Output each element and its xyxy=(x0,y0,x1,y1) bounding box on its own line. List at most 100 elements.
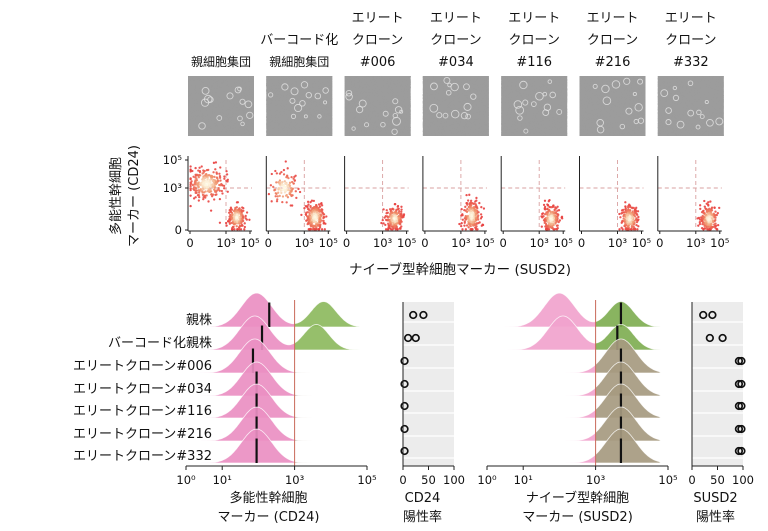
scatter-point xyxy=(397,222,400,225)
scatter-point xyxy=(237,215,240,218)
scatter-point xyxy=(319,205,322,208)
scatter-point xyxy=(699,204,702,207)
cell-outline xyxy=(200,98,210,107)
scatter-point xyxy=(210,193,213,196)
scatter-point xyxy=(388,225,391,228)
scatter-point xyxy=(194,189,197,192)
scatter-point xyxy=(223,177,226,180)
scatter-point xyxy=(709,210,712,213)
cell-outline xyxy=(601,84,610,94)
scatter-point xyxy=(465,215,468,218)
scatter-point xyxy=(396,212,399,215)
scatter-point xyxy=(467,199,470,202)
scatter-point xyxy=(222,184,226,188)
scatter-point xyxy=(710,222,713,226)
cell-outline xyxy=(294,103,303,113)
scatter-point xyxy=(548,226,552,229)
cell-outline xyxy=(619,123,626,130)
scatter-point xyxy=(306,222,309,226)
scatter-point xyxy=(280,191,283,195)
scatter-point xyxy=(320,204,324,207)
scatter-point xyxy=(197,199,200,202)
scatter-point xyxy=(704,213,708,216)
scatter-point xyxy=(284,188,287,192)
scatter-point xyxy=(466,207,469,211)
cell-outline xyxy=(665,119,672,126)
scatter-point xyxy=(248,218,251,221)
scatter-point xyxy=(207,182,211,185)
scatter-point xyxy=(717,223,720,227)
scatter-point xyxy=(202,181,205,184)
scatter-point xyxy=(210,175,213,178)
ridge-outline xyxy=(494,383,662,419)
dot-x-label: 陽性率 xyxy=(696,509,735,525)
rate-dot xyxy=(699,310,708,320)
scatter-point xyxy=(240,217,243,221)
scatter-point xyxy=(320,210,323,213)
scatter-point xyxy=(398,227,401,230)
scatter-point xyxy=(709,220,712,224)
scatter-point xyxy=(548,208,551,212)
row-label-3: エリートクローン#034 xyxy=(73,382,212,397)
scatter-point xyxy=(400,210,403,213)
scatter-point xyxy=(313,220,317,224)
cell-outline xyxy=(699,114,705,120)
scatter-point xyxy=(202,179,206,182)
scatter-point xyxy=(460,224,463,228)
micrograph-texture xyxy=(266,76,333,136)
cell-outline xyxy=(611,80,621,89)
scatter-point xyxy=(234,208,237,211)
x-tick-label: 50 xyxy=(710,473,725,487)
scatter-panel-1: 0 10³ 10⁵ xyxy=(265,156,338,250)
scatter-point xyxy=(294,190,297,193)
scatter-point xyxy=(203,186,206,189)
cell-outline xyxy=(687,80,694,87)
ridge-fill-negative xyxy=(494,384,596,418)
scatter-point xyxy=(277,187,281,190)
ridge-fill-positive xyxy=(294,384,360,418)
rate-dot xyxy=(400,356,409,366)
scatter-point xyxy=(475,222,478,225)
rate-dot xyxy=(403,333,413,343)
scatter-point xyxy=(308,228,312,231)
cell-outline xyxy=(470,93,477,100)
scatter-point xyxy=(199,183,202,187)
cell-outline xyxy=(513,100,523,109)
scatter-point xyxy=(197,176,201,179)
scatter-point xyxy=(475,218,478,222)
scatter-point xyxy=(322,219,325,223)
scatter-point xyxy=(548,213,551,216)
ridge-outline xyxy=(193,315,360,351)
scatter-point xyxy=(624,222,627,226)
scatter-point xyxy=(703,218,706,222)
scatter-point xyxy=(267,192,271,196)
panel-background xyxy=(692,302,743,466)
scatter-point xyxy=(307,203,310,206)
scatter-point xyxy=(400,225,403,228)
x-tick-label: 10³ xyxy=(451,236,471,250)
scatter-point xyxy=(190,182,193,185)
scatter-point xyxy=(273,189,276,192)
scatter-point xyxy=(308,214,311,217)
scatter-panel-2: 0 10³ 10⁵ xyxy=(343,156,417,250)
scatter-point xyxy=(216,179,219,182)
scatter-point xyxy=(292,182,295,185)
scatter-point xyxy=(285,176,288,179)
scatter-point xyxy=(542,203,546,207)
scatter-point xyxy=(382,222,385,225)
scatter-point xyxy=(394,210,397,213)
scatter-point xyxy=(272,185,275,189)
scatter-point xyxy=(201,178,204,181)
scatter-point xyxy=(393,225,396,228)
scatter-point xyxy=(467,217,470,220)
scatter-point xyxy=(312,217,315,220)
scatter-point xyxy=(228,222,231,225)
scatter-point xyxy=(281,201,284,204)
scatter-point xyxy=(312,199,316,203)
scatter-point xyxy=(289,193,293,197)
scatter-point xyxy=(325,215,328,218)
scatter-point xyxy=(274,169,277,173)
cell-outline xyxy=(356,105,364,114)
scatter-point xyxy=(321,212,325,215)
scatter-point xyxy=(543,207,546,210)
